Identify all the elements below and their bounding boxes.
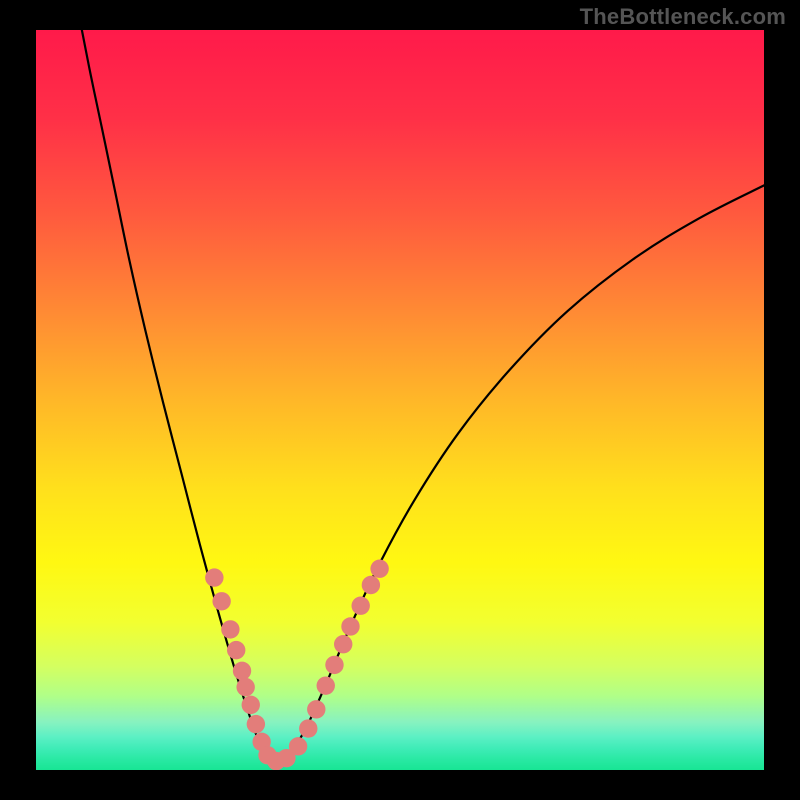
plot-area	[36, 30, 764, 770]
scatter-dot	[362, 576, 380, 594]
scatter-dot	[334, 635, 352, 653]
scatter-dot	[351, 597, 369, 615]
scatter-dot	[299, 719, 317, 737]
scatter-dot	[325, 656, 343, 674]
scatter-dot	[307, 700, 325, 718]
scatter-dot	[212, 592, 230, 610]
scatter-dot	[227, 641, 245, 659]
chart-svg	[0, 0, 800, 800]
scatter-dot	[317, 676, 335, 694]
scatter-dot	[247, 715, 265, 733]
scatter-dot	[236, 678, 254, 696]
scatter-dot	[370, 560, 388, 578]
chart-stage: TheBottleneck.com	[0, 0, 800, 800]
gradient-background	[36, 30, 764, 770]
scatter-dot	[289, 737, 307, 755]
watermark-text: TheBottleneck.com	[580, 4, 786, 30]
scatter-dot	[221, 620, 239, 638]
scatter-dot	[341, 617, 359, 635]
scatter-dot	[233, 662, 251, 680]
scatter-dot	[205, 568, 223, 586]
scatter-dot	[242, 696, 260, 714]
